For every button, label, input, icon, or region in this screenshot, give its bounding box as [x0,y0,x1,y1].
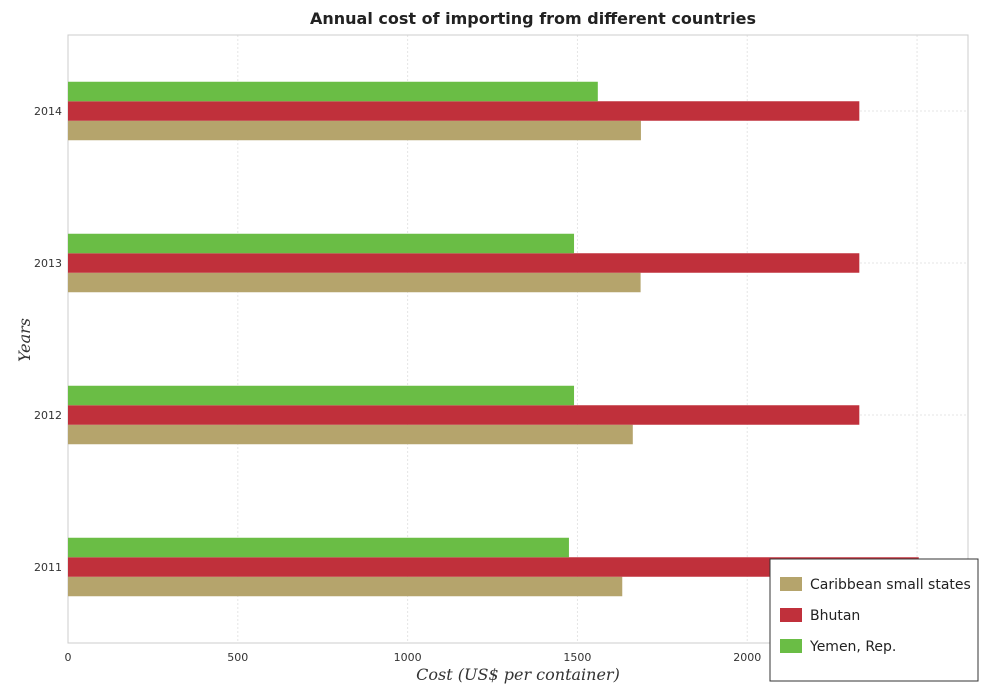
y-axis-label: Years [15,318,34,362]
x-tick-label: 0 [65,651,72,664]
legend-swatch [780,608,802,622]
bar [68,557,919,577]
x-tick-label: 1500 [563,651,591,664]
legend-swatch [780,577,802,591]
bar [68,537,569,558]
bar [68,385,575,406]
bars [68,81,919,597]
bar [68,272,641,293]
plot-frame [67,34,969,644]
legend-label: Yemen, Rep. [809,639,896,655]
legend-box [769,558,979,682]
legend-label: Bhutan [810,608,860,624]
bar [68,81,598,102]
x-tick-label: 2000 [733,651,761,664]
bar [68,424,633,445]
y-ticks: 2011 2012 2013 2014 [34,105,62,574]
x-tick-label: 500 [227,651,248,664]
y-tick-label: 2013 [34,257,62,270]
legend: Caribbean small states Bhutan Yemen, Rep. [769,558,979,682]
bar [68,120,641,141]
bar [68,576,623,597]
bar [68,253,860,273]
legend-swatch [780,639,802,653]
chart-title: Annual cost of importing from different … [310,9,756,28]
legend-label: Caribbean small states [810,577,971,593]
y-tick-label: 2012 [34,409,62,422]
bar [68,101,860,121]
bar [68,233,575,254]
x-axis-label: Cost (US$ per container) [416,665,620,684]
x-tick-label: 1000 [394,651,422,664]
y-tick-label: 2014 [34,105,62,118]
bar [68,405,860,425]
y-tick-label: 2011 [34,561,62,574]
